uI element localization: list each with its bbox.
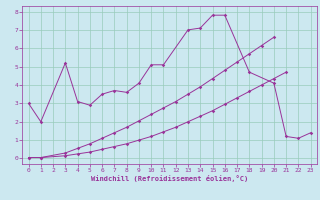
- X-axis label: Windchill (Refroidissement éolien,°C): Windchill (Refroidissement éolien,°C): [91, 175, 248, 182]
